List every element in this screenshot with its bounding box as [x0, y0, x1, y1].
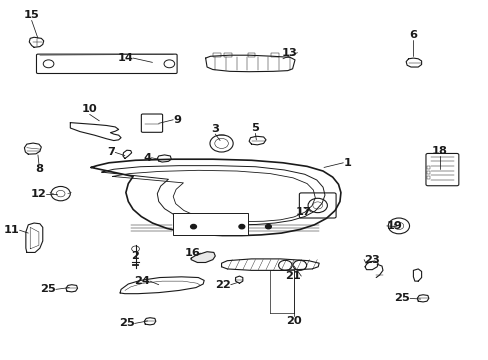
Bar: [173, 213, 247, 235]
Text: 9: 9: [173, 115, 181, 125]
Text: 18: 18: [431, 145, 447, 156]
FancyBboxPatch shape: [141, 114, 163, 132]
Text: 20: 20: [285, 316, 301, 326]
Text: 21: 21: [285, 271, 301, 281]
Text: 19: 19: [386, 221, 402, 231]
Text: 16: 16: [184, 248, 201, 258]
FancyBboxPatch shape: [299, 193, 335, 218]
Text: 14: 14: [117, 53, 133, 63]
Circle shape: [239, 225, 244, 229]
Bar: [212, 53, 220, 57]
Text: 11: 11: [4, 225, 20, 235]
Text: 25: 25: [40, 284, 56, 294]
Text: 1: 1: [343, 158, 350, 168]
Text: 6: 6: [408, 30, 417, 40]
Circle shape: [265, 225, 271, 229]
Bar: [427, 171, 429, 174]
Text: 15: 15: [24, 10, 40, 21]
Bar: [270, 53, 278, 57]
Text: 4: 4: [143, 153, 151, 163]
Text: 22: 22: [215, 280, 230, 290]
Circle shape: [190, 225, 196, 229]
Text: 23: 23: [364, 255, 379, 265]
Text: 25: 25: [119, 319, 134, 328]
Bar: [427, 176, 429, 179]
Bar: [427, 166, 429, 169]
Text: 3: 3: [211, 124, 219, 134]
Text: 2: 2: [131, 251, 139, 261]
Text: 13: 13: [281, 48, 297, 58]
Text: 7: 7: [107, 147, 115, 157]
Text: 17: 17: [295, 207, 310, 217]
Text: 25: 25: [393, 293, 409, 303]
Text: 8: 8: [35, 164, 43, 174]
FancyBboxPatch shape: [425, 153, 458, 186]
Bar: [247, 53, 255, 57]
Text: 10: 10: [81, 104, 97, 114]
Text: 5: 5: [251, 123, 259, 134]
Bar: [224, 53, 232, 57]
Text: 12: 12: [30, 189, 46, 199]
Polygon shape: [191, 252, 215, 262]
FancyBboxPatch shape: [37, 54, 177, 73]
Text: 24: 24: [134, 276, 150, 286]
